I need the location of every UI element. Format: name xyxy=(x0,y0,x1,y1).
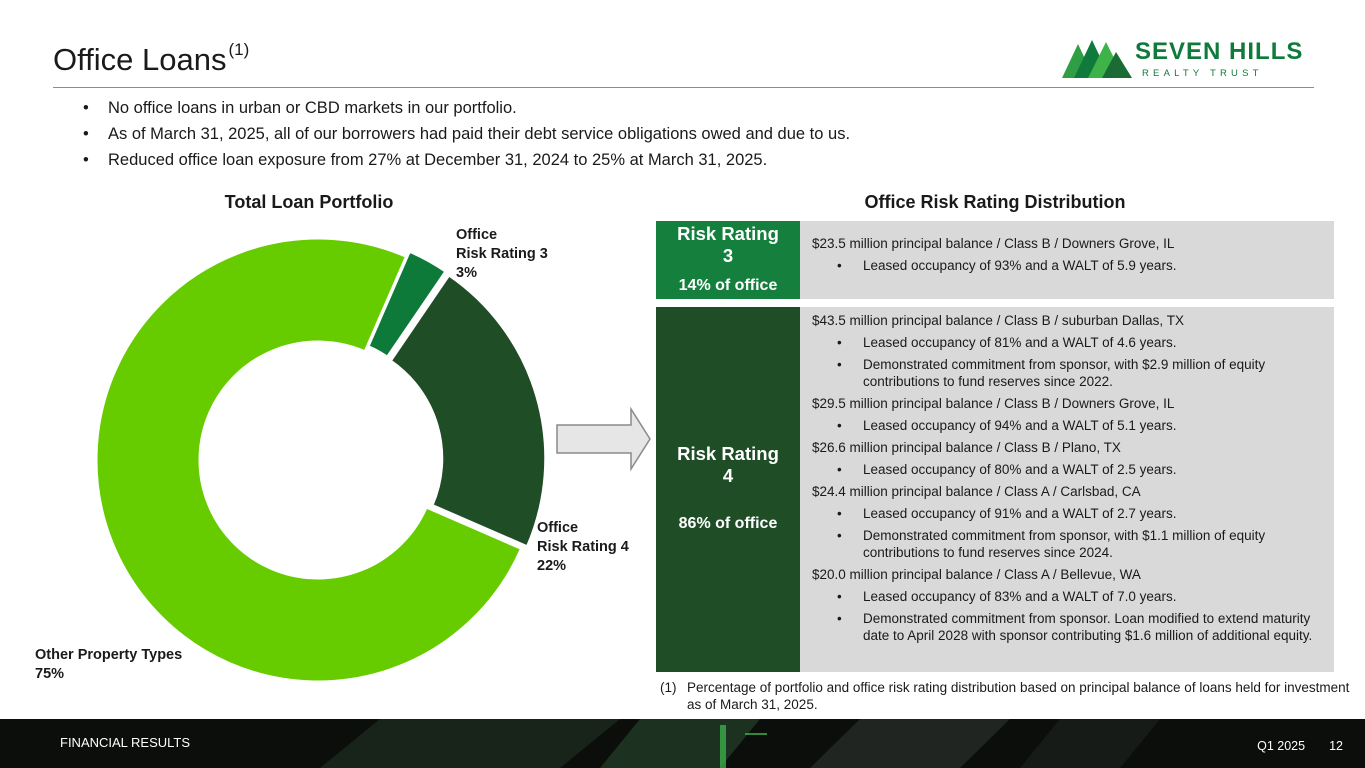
rr-title-line: 4 xyxy=(722,465,734,486)
bullet-item: Reduced office loan exposure from 27% at… xyxy=(80,147,850,173)
risk-rating-4-details: $43.5 million principal balance / Class … xyxy=(812,307,1316,644)
loan-detail-bullet: Leased occupancy of 83% and a WALT of 7.… xyxy=(812,588,1316,605)
footer-period: Q1 2025 xyxy=(1257,739,1306,753)
distribution-title: Office Risk Rating Distribution xyxy=(864,192,1126,212)
slice-label-office-rr4: Office Risk Rating 4 22% xyxy=(537,519,629,576)
loan-summary-line: $29.5 million principal balance / Class … xyxy=(812,396,1175,411)
loan-detail-bullet: Leased occupancy of 81% and a WALT of 4.… xyxy=(812,334,1316,351)
loan-summary-line: $23.5 million principal balance / Class … xyxy=(812,236,1175,251)
summary-bullets: No office loans in urban or CBD markets … xyxy=(80,95,850,173)
loan-summary-line: $26.6 million principal balance / Class … xyxy=(812,440,1121,455)
slice-label-other: Other Property Types 75% xyxy=(35,646,182,684)
loan-summary-line: $20.0 million principal balance / Class … xyxy=(812,567,1141,582)
bullet-item: As of March 31, 2025, all of our borrowe… xyxy=(80,121,850,147)
footer-background-graphic xyxy=(320,719,1160,768)
footer-section-label: FINANCIAL RESULTS xyxy=(60,735,191,750)
company-logo: SEVEN HILLS REALTY TRUST xyxy=(1062,38,1317,82)
page-title: Office Loans (1) xyxy=(53,40,249,78)
slice-value-label: 3% xyxy=(456,265,477,281)
slice-value-label: 75% xyxy=(35,666,65,682)
risk-rating-3-title: Risk Rating 3 xyxy=(656,221,800,267)
risk-rating-3-panel: Risk Rating 3 14% of office $23.5 millio… xyxy=(656,221,1334,299)
risk-rating-3-details: $23.5 million principal balance / Class … xyxy=(812,230,1316,274)
risk-rating-4-panel: Risk Rating 4 86% of office $43.5 millio… xyxy=(656,307,1334,672)
slice-label-line: Risk Rating 3 xyxy=(456,246,548,262)
slice-label-line: Other Property Types xyxy=(35,647,183,663)
chart-title: Total Loan Portfolio xyxy=(224,192,394,212)
bullet-item: No office loans in urban or CBD markets … xyxy=(80,95,850,121)
slice-label-line: Office xyxy=(537,520,579,536)
footnote: (1) Percentage of portfolio and office r… xyxy=(660,679,1350,713)
rr-title-line: 3 xyxy=(722,245,734,266)
logo-tagline: REALTY TRUST xyxy=(1142,68,1263,79)
title-divider xyxy=(53,87,1314,88)
right-arrow-icon xyxy=(556,407,651,471)
mountains-logo-icon xyxy=(1062,40,1132,78)
loan-detail-bullet: Leased occupancy of 80% and a WALT of 2.… xyxy=(812,461,1316,478)
footnote-marker: (1) xyxy=(660,680,677,695)
title-footnote-marker: (1) xyxy=(228,40,250,59)
loan-detail-bullet: Leased occupancy of 94% and a WALT of 5.… xyxy=(812,417,1316,434)
loan-detail-bullet: Demonstrated commitment from sponsor, wi… xyxy=(812,527,1316,561)
risk-rating-3-header: Risk Rating 3 14% of office xyxy=(656,221,800,299)
slice-label-office-rr3: Office Risk Rating 3 3% xyxy=(456,226,548,283)
donut-slice-office-rr4 xyxy=(388,272,548,549)
loan-summary-line: $43.5 million principal balance / Class … xyxy=(812,313,1184,328)
risk-rating-4-title: Risk Rating 4 xyxy=(656,307,800,487)
footer-page-info: Q1 2025 12 xyxy=(1233,739,1343,753)
slice-label-line: Risk Rating 4 xyxy=(537,539,629,555)
loan-summary-line: $24.4 million principal balance / Class … xyxy=(812,484,1141,499)
risk-rating-4-pct: 86% of office xyxy=(678,515,778,532)
loan-detail-bullet: Demonstrated commitment from sponsor, wi… xyxy=(812,356,1316,390)
risk-rating-3-pct: 14% of office xyxy=(678,277,778,294)
footer-page-number: 12 xyxy=(1329,739,1343,753)
slice-label-line: Office xyxy=(456,227,498,243)
donut-slice-other-property-types xyxy=(94,236,524,684)
donut-slice-office-rr3 xyxy=(365,249,449,360)
page-title-text: Office Loans xyxy=(53,42,227,77)
footnote-text: Percentage of portfolio and office risk … xyxy=(687,680,1350,712)
rr-title-line: Risk Rating xyxy=(677,223,779,244)
slice-value-label: 22% xyxy=(537,558,567,574)
loan-portfolio-donut-chart xyxy=(94,236,548,684)
footer-bar: FINANCIAL RESULTS Q1 2025 12 xyxy=(0,719,1365,768)
risk-rating-4-header: Risk Rating 4 86% of office xyxy=(656,307,800,672)
loan-detail-bullet: Leased occupancy of 91% and a WALT of 2.… xyxy=(812,505,1316,522)
logo-name: SEVEN HILLS xyxy=(1135,38,1304,65)
loan-detail-bullet: Leased occupancy of 93% and a WALT of 5.… xyxy=(812,257,1316,274)
rr-title-line: Risk Rating xyxy=(677,443,779,464)
loan-detail-bullet: Demonstrated commitment from sponsor. Lo… xyxy=(812,610,1316,644)
